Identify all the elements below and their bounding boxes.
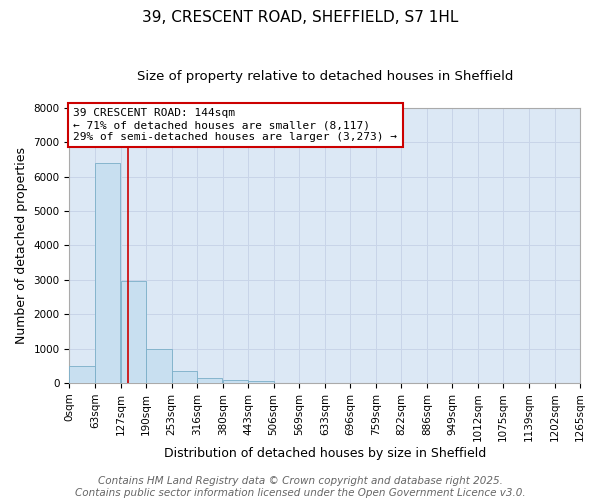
Bar: [172, 371, 197, 383]
Bar: [95, 163, 120, 383]
Bar: [248, 382, 274, 383]
Bar: [70, 366, 95, 383]
X-axis label: Distribution of detached houses by size in Sheffield: Distribution of detached houses by size …: [164, 447, 486, 460]
Bar: [146, 348, 172, 383]
Bar: [223, 380, 248, 383]
Title: Size of property relative to detached houses in Sheffield: Size of property relative to detached ho…: [137, 70, 513, 83]
Bar: [197, 378, 223, 383]
Y-axis label: Number of detached properties: Number of detached properties: [15, 147, 28, 344]
Text: 39 CRESCENT ROAD: 144sqm
← 71% of detached houses are smaller (8,117)
29% of sem: 39 CRESCENT ROAD: 144sqm ← 71% of detach…: [73, 108, 397, 142]
Bar: [121, 282, 146, 383]
Text: 39, CRESCENT ROAD, SHEFFIELD, S7 1HL: 39, CRESCENT ROAD, SHEFFIELD, S7 1HL: [142, 10, 458, 25]
Text: Contains HM Land Registry data © Crown copyright and database right 2025.
Contai: Contains HM Land Registry data © Crown c…: [74, 476, 526, 498]
